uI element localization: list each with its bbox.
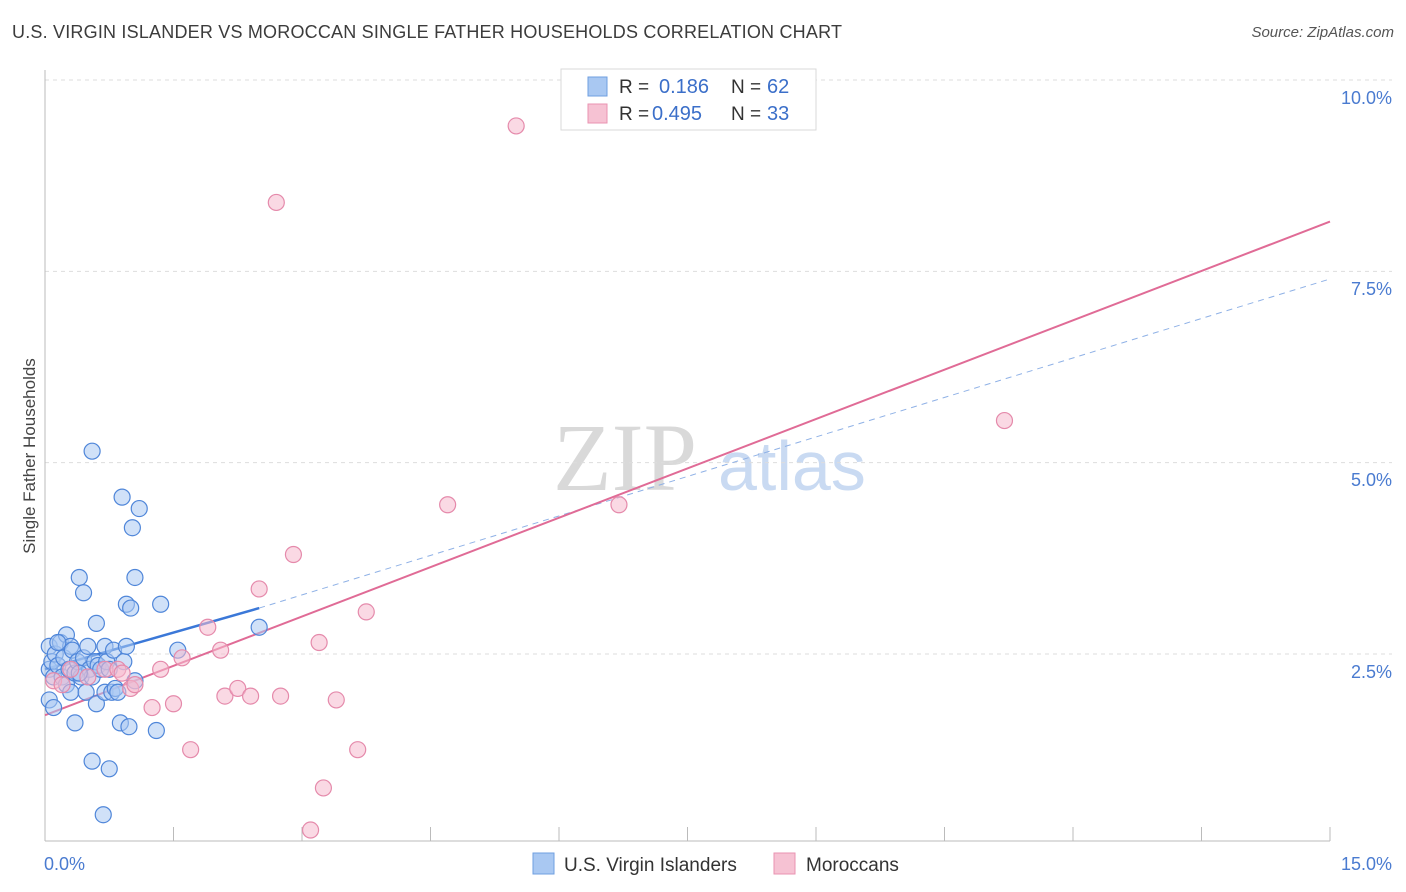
point-virgin-islanders <box>123 519 141 537</box>
point-moroccans <box>439 496 457 514</box>
point-moroccans <box>301 821 320 839</box>
point-moroccans <box>152 660 170 678</box>
legend-n-value-blue: 62 <box>767 76 789 98</box>
point-moroccans <box>79 668 97 686</box>
watermark-zip: ZIP <box>553 404 697 511</box>
legend-series: U.S. Virgin Islanders Moroccans <box>532 852 899 876</box>
point-moroccans <box>250 580 268 598</box>
point-virgin-islanders <box>122 599 140 617</box>
point-virgin-islanders <box>79 637 97 655</box>
trendline-pink <box>44 220 1331 717</box>
point-moroccans <box>164 695 183 713</box>
point-moroccans <box>53 676 71 694</box>
y-tick-label-7-5: 7.5% <box>1351 279 1392 299</box>
legend-stats: R = 0.186 N = 62 R = 0.495 N = 33 <box>560 68 817 131</box>
point-virgin-islanders <box>83 752 101 770</box>
point-moroccans <box>229 679 247 698</box>
watermark-atlas: atlas <box>718 427 866 505</box>
point-virgin-islanders <box>94 806 112 824</box>
legend-series-label-pink: Moroccans <box>806 855 899 876</box>
point-moroccans <box>199 618 217 636</box>
point-virgin-islanders <box>113 488 131 506</box>
point-moroccans <box>284 545 303 564</box>
point-moroccans <box>327 691 345 709</box>
point-virgin-islanders <box>66 714 84 732</box>
point-virgin-islanders <box>117 637 135 655</box>
point-moroccans <box>62 660 80 678</box>
point-moroccans <box>310 633 328 652</box>
source-credit: Source: ZipAtlas.com <box>1251 24 1394 41</box>
gridlines <box>45 79 1392 655</box>
point-virgin-islanders <box>49 633 67 652</box>
x-tick-label-min: 0.0% <box>44 854 85 874</box>
point-moroccans <box>314 779 333 797</box>
legend-r-value-blue: 0.186 <box>659 76 709 98</box>
y-axis-label: Single Father Households <box>20 358 39 554</box>
point-virgin-islanders <box>152 595 170 613</box>
point-virgin-islanders <box>74 584 93 602</box>
point-virgin-islanders <box>120 718 138 736</box>
y-tick-label-2-5: 2.5% <box>1351 662 1392 682</box>
point-moroccans <box>507 117 525 135</box>
x-tick-label-max: 15.0% <box>1341 854 1392 874</box>
legend-n-label-blue: N = <box>731 77 761 98</box>
legend-r-label-blue: R = <box>619 77 649 98</box>
point-virgin-islanders <box>87 614 106 632</box>
trendline-blue-dashed <box>259 278 1331 609</box>
chart-title: U.S. VIRGIN ISLANDER VS MOROCCAN SINGLE … <box>12 22 843 42</box>
point-moroccans <box>267 193 285 212</box>
trendlines <box>44 220 1331 717</box>
point-moroccans <box>995 411 1014 430</box>
point-moroccans <box>349 741 367 759</box>
point-moroccans <box>173 649 191 667</box>
point-virgin-islanders <box>44 698 63 717</box>
point-moroccans <box>216 687 234 705</box>
point-virgin-islanders <box>87 695 106 713</box>
point-moroccans <box>143 698 161 717</box>
point-moroccans <box>182 741 200 759</box>
point-virgin-islanders <box>126 568 144 587</box>
point-virgin-islanders <box>147 721 165 740</box>
legend-r-value-pink: 0.495 <box>652 103 702 125</box>
point-moroccans <box>610 496 628 514</box>
legend-n-label-pink: N = <box>731 104 761 125</box>
point-moroccans <box>242 687 260 705</box>
legend-series-swatch-blue <box>532 852 555 875</box>
legend-n-value-pink: 33 <box>767 103 789 125</box>
legend-series-swatch-pink <box>773 852 796 875</box>
point-moroccans <box>113 664 131 682</box>
y-tick-label-10: 10.0% <box>1341 88 1392 108</box>
point-moroccans <box>271 687 290 705</box>
point-moroccans <box>357 603 375 621</box>
legend-swatch-pink <box>587 103 608 124</box>
point-moroccans <box>126 676 144 694</box>
point-virgin-islanders <box>70 568 88 587</box>
point-moroccans <box>212 641 230 659</box>
data-points <box>40 117 1014 839</box>
point-virgin-islanders <box>100 760 118 778</box>
axes <box>44 70 1331 842</box>
point-virgin-islanders <box>83 442 101 460</box>
legend-series-label-blue: U.S. Virgin Islanders <box>564 855 737 876</box>
y-tick-label-5: 5.0% <box>1351 470 1392 490</box>
legend-r-label-pink: R = <box>619 104 649 125</box>
legend-swatch-blue <box>587 76 608 97</box>
point-virgin-islanders <box>250 618 268 636</box>
point-virgin-islanders <box>130 499 148 518</box>
